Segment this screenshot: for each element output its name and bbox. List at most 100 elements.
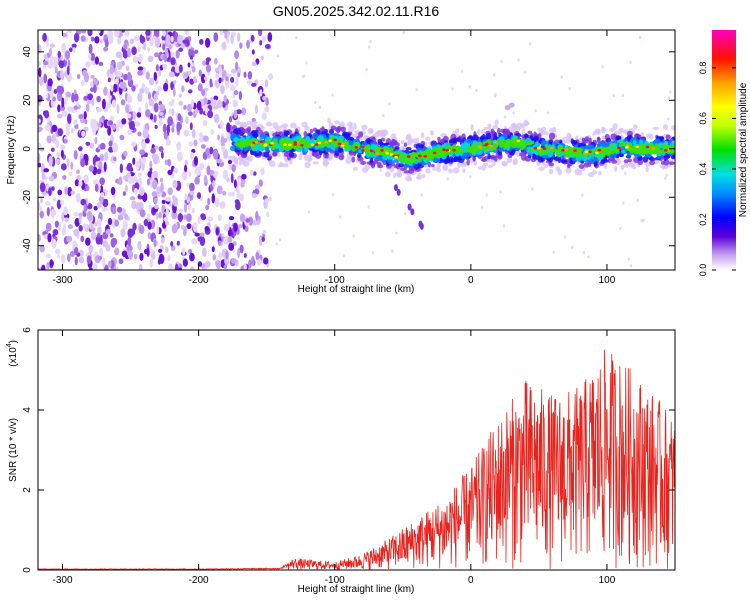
signal-point: [645, 133, 653, 139]
noise-point: [88, 215, 93, 221]
sparse-noise-point: [307, 210, 311, 214]
noise-point: [67, 106, 73, 113]
noise-point: [226, 122, 231, 133]
noise-point: [198, 69, 203, 77]
signal-point: [281, 138, 288, 145]
sparse-noise-point: [640, 219, 643, 223]
signal-point: [283, 130, 290, 136]
noise-point: [43, 60, 49, 66]
noise-point: [258, 236, 263, 246]
noise-point: [236, 109, 242, 115]
noise-point: [222, 169, 229, 180]
noise-point: [221, 70, 227, 78]
noise-point: [146, 213, 151, 220]
noise-point: [262, 35, 266, 43]
signal-point: [615, 135, 622, 140]
noise-point: [85, 141, 91, 146]
noise-point: [149, 258, 154, 268]
noise-point: [191, 98, 194, 109]
noise-point: [182, 247, 186, 256]
noise-point: [205, 260, 211, 268]
signal-peak-point: [337, 142, 342, 146]
signal-point: [405, 146, 412, 151]
signal-point: [430, 164, 435, 168]
noise-point: [121, 30, 125, 33]
noise-point: [43, 73, 48, 84]
noise-point: [47, 232, 52, 243]
noise-point: [141, 140, 147, 150]
snr-xtick-label: -100: [325, 575, 345, 586]
noise-point: [188, 48, 192, 58]
signal-point: [648, 157, 656, 161]
signal-peak-point: [389, 153, 394, 156]
snr-xtick-label: -200: [189, 575, 209, 586]
noise-point: [111, 206, 117, 215]
signal-point: [393, 150, 400, 156]
noise-point: [73, 149, 78, 160]
snr-ytick-label: 0: [22, 567, 33, 573]
signal-point: [237, 141, 242, 148]
noise-point: [75, 192, 81, 203]
noise-point: [123, 73, 129, 81]
noise-point: [228, 216, 235, 221]
noise-point: [101, 206, 108, 212]
noise-point: [126, 216, 130, 221]
signal-point: [268, 160, 276, 167]
sparse-noise-point: [305, 61, 308, 65]
noise-point: [63, 138, 68, 144]
signal-point: [619, 141, 625, 146]
signal-point: [608, 128, 613, 132]
signal-point: [608, 156, 615, 161]
signal-point: [466, 145, 470, 152]
signal-point: [477, 128, 481, 136]
noise-point: [170, 35, 174, 43]
signal-peak-point: [361, 149, 365, 152]
signal-point: [327, 117, 331, 124]
noise-point: [231, 191, 235, 197]
noise-point: [74, 256, 78, 266]
sparse-noise-point: [503, 115, 507, 119]
signal-point: [246, 126, 252, 133]
signal-point: [338, 153, 345, 161]
noise-point: [124, 30, 130, 37]
signal-point: [501, 160, 509, 167]
noise-point: [265, 97, 269, 107]
noise-point: [200, 144, 206, 149]
signal-point: [421, 151, 428, 157]
noise-point: [197, 192, 202, 200]
signal-point: [456, 145, 460, 150]
noise-point: [235, 76, 239, 87]
signal-point: [476, 141, 483, 147]
signal-point: [374, 132, 381, 138]
signal-point: [391, 139, 398, 147]
signal-point: [544, 149, 549, 155]
noise-point: [154, 154, 160, 162]
noise-point: [175, 49, 180, 59]
noise-point: [120, 228, 126, 238]
noise-point: [165, 34, 171, 45]
noise-point: [193, 156, 199, 166]
noise-point: [216, 185, 223, 195]
sparse-noise-point: [402, 31, 406, 35]
noise-point: [64, 217, 69, 223]
signal-point: [312, 132, 319, 139]
signal-peak-point: [394, 155, 398, 159]
noise-point: [96, 218, 102, 228]
noise-point: [225, 76, 229, 82]
noise-point: [39, 244, 45, 253]
signal-point: [429, 152, 435, 160]
noise-point: [213, 57, 218, 65]
signal-point: [420, 132, 425, 139]
noise-point: [240, 183, 245, 188]
signal-peak-point: [293, 141, 298, 144]
sparse-noise-point: [342, 254, 346, 258]
noise-point: [87, 203, 93, 210]
signal-peak-point: [361, 145, 365, 149]
noise-point: [78, 146, 83, 152]
noise-point: [94, 36, 100, 44]
noise-point: [189, 55, 194, 60]
signal-point: [393, 164, 399, 169]
signal-point: [393, 172, 397, 179]
noise-point: [83, 95, 88, 101]
signal-point: [619, 127, 624, 133]
